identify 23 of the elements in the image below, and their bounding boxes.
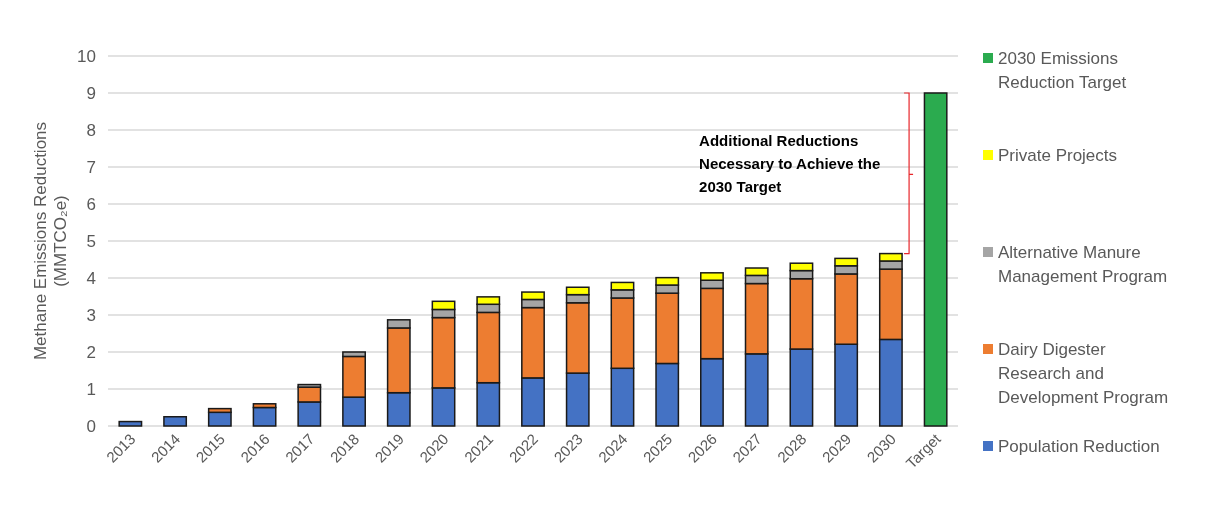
legend-label: Private Projects — [998, 145, 1118, 165]
y-tick-label: 4 — [86, 268, 96, 288]
y-tick-label: 2 — [86, 342, 96, 362]
bar — [252, 406, 277, 427]
y-tick-label: 8 — [86, 120, 96, 140]
legend-label: Population Reduction — [998, 436, 1160, 456]
y-axis-title: Methane Emissions Reductions (MMTCO₂e) — [31, 121, 70, 361]
annotation: Additional Reductions Necessary to Achieve the 2030 Target — [699, 132, 881, 195]
y-tick-label: 3 — [86, 305, 96, 325]
legend-label: Dairy Digester Research and Development Program — [998, 339, 1169, 407]
y-tick-label: 6 — [86, 194, 96, 214]
bar — [923, 92, 948, 427]
legend-label: 2030 Emissions Reduction Target — [998, 48, 1127, 92]
y-tick-label: 0 — [86, 416, 96, 436]
y-tick-label: 5 — [86, 231, 96, 251]
y-tick-label: 9 — [86, 83, 96, 103]
legend-label: Alternative Manure Management Program — [998, 242, 1168, 286]
y-tick-label: 10 — [77, 46, 96, 66]
bar — [118, 420, 143, 427]
y-tick-label: 1 — [86, 379, 96, 399]
y-tick-label: 7 — [86, 157, 96, 177]
bar — [207, 411, 232, 427]
bar — [163, 416, 188, 427]
